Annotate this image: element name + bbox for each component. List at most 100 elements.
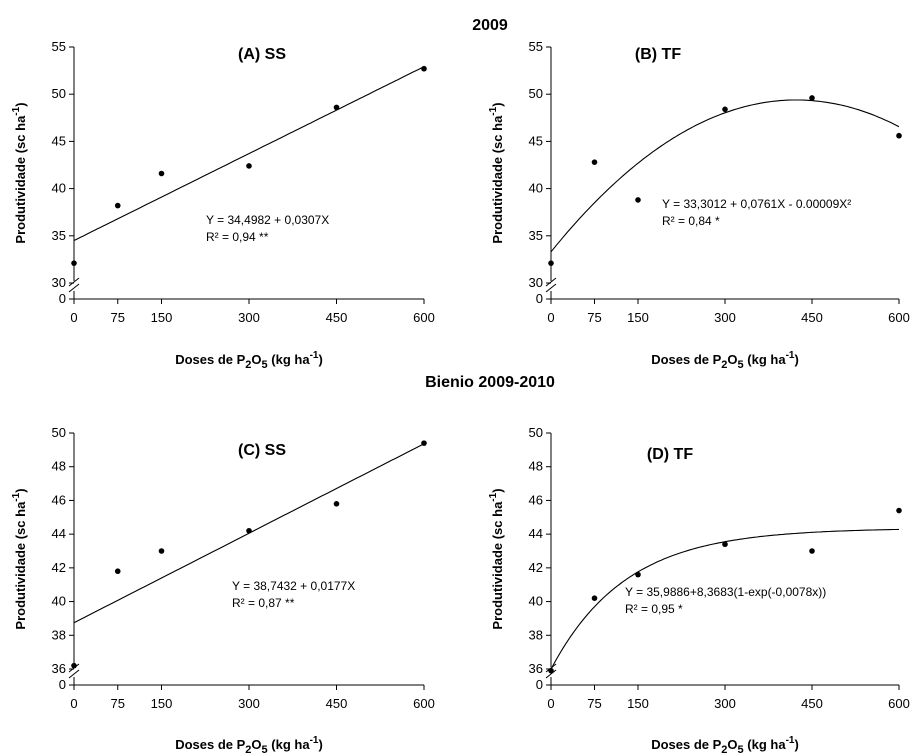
y-tick-label: 50 — [52, 86, 66, 101]
y-tick-label: 40 — [52, 594, 66, 609]
x-tick-label: 0 — [547, 696, 554, 711]
data-point — [635, 197, 641, 203]
y-tick-label: 0 — [536, 291, 543, 306]
y-tick-label: 0 — [536, 677, 543, 692]
y-tick-label: 30 — [529, 275, 543, 290]
y-tick-label: 44 — [52, 526, 66, 541]
x-tick-label: 75 — [111, 696, 125, 711]
x-tick-label: 300 — [238, 310, 260, 325]
y-tick-label: 0 — [59, 291, 66, 306]
r-squared: R² = 0,87 ** — [232, 596, 295, 610]
y-tick-label: 36 — [52, 661, 66, 676]
x-tick-label: 75 — [111, 310, 125, 325]
data-point — [896, 132, 902, 139]
axis-break-mark — [68, 669, 80, 679]
data-point — [722, 106, 728, 113]
x-tick-label: 600 — [888, 310, 910, 325]
data-point — [71, 260, 77, 266]
regression-equation: Y = 34,4982 + 0,0307X — [206, 213, 329, 227]
data-point — [71, 662, 77, 669]
x-tick-label: 300 — [238, 696, 260, 711]
r-squared: R² = 0,94 ** — [206, 230, 269, 244]
x-axis-label: Doses de P2O5 (kg ha-1) — [651, 350, 799, 371]
data-point — [421, 65, 427, 72]
data-point — [158, 548, 165, 554]
x-tick-label: 450 — [326, 310, 348, 325]
x-tick-label: 600 — [413, 310, 435, 325]
data-point — [158, 170, 165, 177]
y-tick-label: 48 — [52, 459, 66, 474]
y-tick-label: 48 — [529, 459, 543, 474]
data-point — [333, 104, 340, 111]
fit-line — [550, 528, 900, 670]
panel-title: (B) TF — [635, 46, 681, 63]
axis-break-mark — [68, 283, 80, 293]
x-axis-label: Doses de P2O5 (kg ha-1) — [175, 350, 323, 371]
x-axis-label: Doses de P2O5 (kg ha-1) — [651, 735, 799, 753]
data-point — [722, 541, 728, 548]
y-tick-label: 36 — [529, 661, 543, 676]
axis-break-mark — [68, 277, 80, 287]
panel-title: (D) TF — [647, 446, 693, 463]
regression-equation: Y = 33,3012 + 0,0761X - 0.00009X² — [662, 197, 851, 211]
data-point — [333, 501, 340, 507]
x-tick-label: 0 — [547, 310, 554, 325]
data-point — [246, 163, 252, 169]
chart-panel: 36 38 40 42 44 46 48 50 00 75 150 300 450 600 (C) SS Y … — [11, 425, 435, 753]
regression-equation: Y = 35,9886+8,3683(1-exp(-0,0078x)) — [625, 585, 826, 599]
y-tick-label: 35 — [529, 228, 543, 243]
y-tick-label: 40 — [529, 181, 543, 196]
axis-break-mark — [545, 669, 557, 679]
x-tick-label: 0 — [70, 310, 77, 325]
r-squared: R² = 0,84 * — [662, 214, 720, 228]
data-point — [246, 527, 252, 534]
y-axis-label: Produtividade (sc ha-1) — [11, 488, 28, 629]
y-tick-label: 44 — [529, 526, 543, 541]
data-point — [548, 667, 554, 674]
panel-title: (C) SS — [238, 442, 286, 459]
x-tick-label: 0 — [70, 696, 77, 711]
data-point — [421, 440, 427, 446]
y-tick-label: 42 — [529, 560, 543, 575]
data-point — [591, 159, 598, 165]
x-tick-label: 150 — [627, 310, 649, 325]
x-tick-label: 600 — [413, 696, 435, 711]
axis-break-mark — [545, 277, 557, 287]
axis-break-mark — [545, 283, 557, 293]
data-point — [548, 260, 554, 266]
r-squared: R² = 0,95 * — [625, 602, 683, 616]
y-tick-label: 50 — [52, 425, 66, 440]
x-tick-label: 300 — [714, 696, 736, 711]
x-tick-label: 450 — [801, 696, 823, 711]
y-tick-label: 42 — [52, 560, 66, 575]
x-tick-label: 450 — [326, 696, 348, 711]
fit-line — [73, 66, 425, 241]
y-tick-label: 55 — [52, 39, 66, 54]
y-tick-label: 50 — [529, 425, 543, 440]
y-tick-label: 30 — [52, 275, 66, 290]
y-tick-label: 0 — [59, 677, 66, 692]
data-point — [635, 571, 641, 578]
data-point — [114, 202, 121, 209]
y-tick-label: 38 — [52, 627, 66, 642]
y-tick-label: 46 — [52, 492, 66, 507]
x-tick-label: 600 — [888, 696, 910, 711]
regression-equation: Y = 38,7432 + 0,0177X — [232, 579, 355, 593]
y-axis-label: Produtividade (sc ha-1) — [488, 488, 505, 629]
chart-panel: 36 38 40 42 44 46 48 50 00 75 150 300 450 600 (D) TF Y … — [488, 425, 910, 753]
y-axis-label: Produtividade (sc ha-1) — [11, 102, 28, 243]
x-tick-label: 450 — [801, 310, 823, 325]
y-tick-label: 55 — [529, 39, 543, 54]
x-tick-label: 75 — [587, 310, 601, 325]
data-point — [896, 507, 902, 514]
section-title-bienio: Bienio 2009-2010 — [425, 374, 555, 391]
section-title-2009: 2009 — [472, 17, 508, 34]
y-tick-label: 35 — [52, 228, 66, 243]
y-tick-label: 40 — [529, 594, 543, 609]
y-tick-label: 46 — [529, 492, 543, 507]
y-axis-label: Produtividade (sc ha-1) — [488, 102, 505, 243]
data-point — [809, 95, 815, 101]
x-tick-label: 300 — [714, 310, 736, 325]
x-tick-label: 150 — [151, 696, 173, 711]
